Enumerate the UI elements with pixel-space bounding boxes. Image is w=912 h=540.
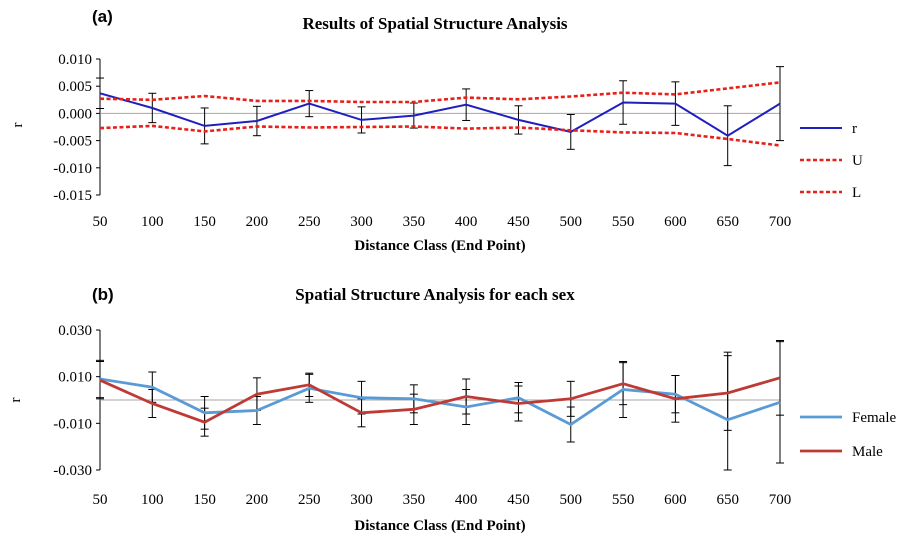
y-tick-label: 0.010 <box>58 52 92 68</box>
x-tick-label: 300 <box>350 492 373 508</box>
x-tick-label: 400 <box>455 214 478 230</box>
x-tick-label: 700 <box>769 214 792 230</box>
x-tick-label: 200 <box>246 214 269 230</box>
x-tick-label: 550 <box>612 492 635 508</box>
legend-label-female: Female <box>852 410 896 426</box>
y-tick-label: -0.005 <box>53 134 92 150</box>
x-tick-label: 250 <box>298 492 321 508</box>
x-tick-label: 300 <box>350 214 373 230</box>
series-line-r <box>99 92 781 137</box>
x-tick-label: 350 <box>403 214 426 230</box>
panel-a-ylabel: r <box>10 123 26 128</box>
x-tick-label: 650 <box>716 492 739 508</box>
panel-b-xlabel: Distance Class (End Point) <box>354 518 525 534</box>
panel-a-xlabel: Distance Class (End Point) <box>354 238 525 254</box>
x-tick-label: 100 <box>141 214 164 230</box>
x-tick-label: 450 <box>507 214 530 230</box>
legend-label-u: U <box>852 153 863 169</box>
y-tick-label: 0.030 <box>58 323 92 339</box>
legend-label-male: Male <box>852 444 883 460</box>
panel-a-title: Results of Spatial Structure Analysis <box>302 14 567 33</box>
y-tick-label: -0.010 <box>53 416 92 432</box>
y-tick-label: -0.030 <box>53 463 92 479</box>
series-line-male <box>99 376 781 424</box>
x-tick-label: 150 <box>193 214 216 230</box>
series-line-u <box>99 81 781 104</box>
x-tick-label: 250 <box>298 214 321 230</box>
panel-b-label: (b) <box>92 285 114 304</box>
x-tick-label: 500 <box>560 492 583 508</box>
x-tick-label: 350 <box>403 492 426 508</box>
x-tick-label: 500 <box>560 214 583 230</box>
y-tick-label: -0.015 <box>53 188 92 204</box>
y-tick-label: 0.010 <box>58 370 92 386</box>
x-tick-label: 550 <box>612 214 635 230</box>
legend-label-l: L <box>852 185 861 201</box>
x-tick-label: 700 <box>769 492 792 508</box>
x-tick-label: 400 <box>455 492 478 508</box>
x-tick-label: 200 <box>246 492 269 508</box>
x-tick-label: 50 <box>93 492 108 508</box>
x-tick-label: 100 <box>141 492 164 508</box>
series-line-l <box>99 124 781 147</box>
y-tick-label: 0.000 <box>58 106 92 122</box>
panel-a-label: (a) <box>92 7 113 26</box>
x-tick-label: 450 <box>507 492 530 508</box>
legend-label-r: r <box>852 121 857 137</box>
panel-b-title: Spatial Structure Analysis for each sex <box>295 285 575 304</box>
y-tick-label: 0.005 <box>58 79 92 95</box>
x-tick-label: 150 <box>193 492 216 508</box>
panel-b-ylabel: r <box>8 398 24 403</box>
y-tick-label: -0.010 <box>53 161 92 177</box>
x-tick-label: 650 <box>716 214 739 230</box>
x-tick-label: 600 <box>664 492 687 508</box>
x-tick-label: 600 <box>664 214 687 230</box>
x-tick-label: 50 <box>93 214 108 230</box>
